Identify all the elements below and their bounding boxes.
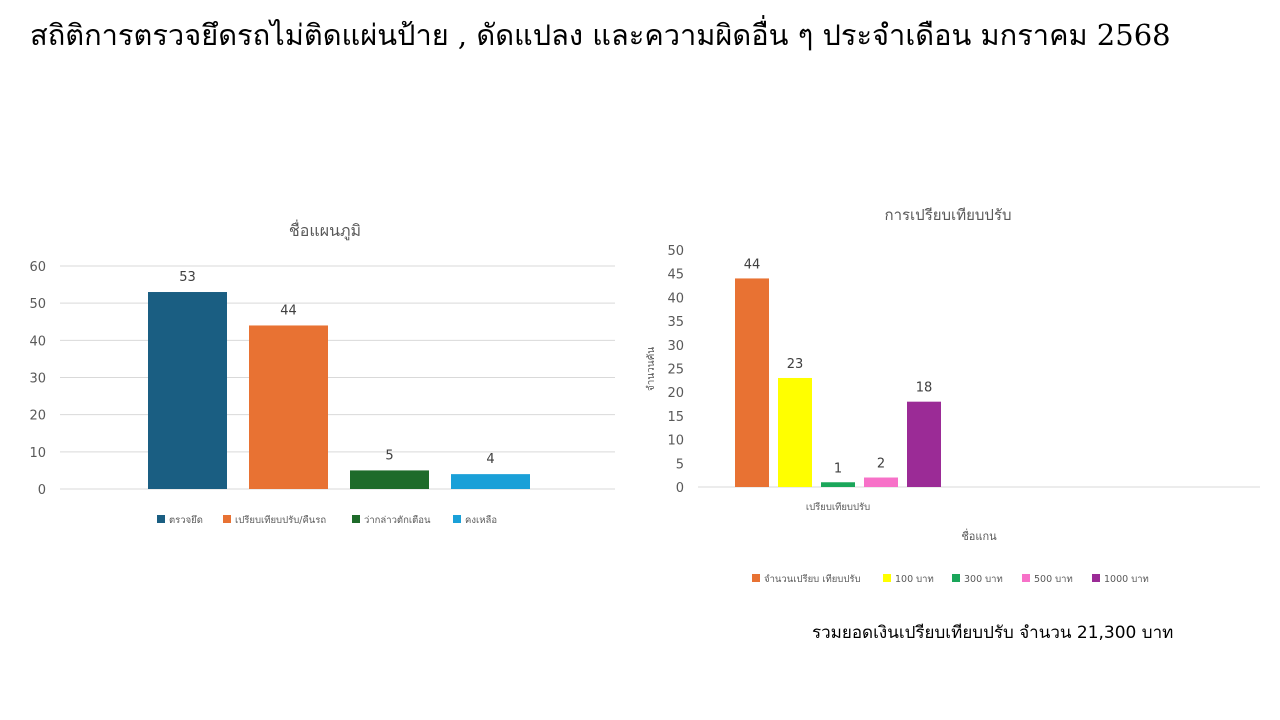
y-tick-label: 40 [29, 334, 46, 349]
y-tick-label: 0 [38, 483, 46, 498]
y-tick-label: 10 [29, 446, 46, 461]
y-tick-label: 20 [667, 386, 684, 401]
legend-label: ว่ากล่าวตักเตือน [364, 515, 431, 526]
bar-2 [249, 325, 328, 489]
bar-2 [778, 377, 812, 487]
data-label: 1 [834, 461, 842, 476]
legend-label: 500 บาท [1034, 574, 1073, 585]
legend-label: 300 บาท [964, 574, 1003, 585]
y-tick-label: 40 [667, 291, 684, 306]
legend-swatch [883, 574, 891, 582]
data-label: 44 [280, 303, 297, 318]
total-fine-note: รวมยอดเงินเปรียบเทียบปรับ จำนวน 21,300 บ… [812, 623, 1174, 643]
legend-swatch [1022, 574, 1030, 582]
y-axis-title: จำนวนคัน [646, 347, 657, 391]
bar-5 [907, 401, 941, 487]
legend-swatch [952, 574, 960, 582]
legend-swatch [1092, 574, 1100, 582]
bar-1 [148, 292, 227, 489]
y-tick-label: 35 [667, 315, 684, 330]
bar-3 [821, 482, 855, 487]
legend-label: เปรียบเทียบปรับ/คืนรถ [235, 514, 326, 526]
legend-label: 1000 บาท [1104, 574, 1149, 585]
data-label: 4 [486, 452, 494, 467]
data-label: 23 [787, 357, 804, 372]
bar-4 [864, 477, 898, 487]
legend-label: คงเหลือ [465, 515, 497, 526]
data-label: 44 [744, 257, 761, 272]
chart-title: ชื่อแผนภูมิ [289, 219, 361, 241]
y-tick-label: 25 [667, 363, 684, 378]
page-title: สถิติการตรวจยึดรถไม่ติดแผ่นป้าย , ดัดแปล… [30, 18, 1171, 52]
bar-1 [735, 278, 769, 487]
y-tick-label: 50 [29, 297, 46, 312]
y-tick-label: 45 [667, 268, 684, 283]
legend-label: จำนวนเปรียบ เทียบปรับ [764, 573, 861, 585]
legend-swatch [157, 515, 165, 523]
data-label: 18 [916, 381, 933, 396]
data-label: 53 [179, 270, 196, 285]
y-tick-label: 5 [676, 457, 684, 472]
legend-swatch [752, 574, 760, 582]
x-category-label: เปรียบเทียบปรับ [806, 501, 870, 513]
x-axis-title: ชื่อแกน [961, 528, 997, 543]
y-tick-label: 10 [667, 434, 684, 449]
bar-3 [350, 470, 429, 489]
legend-swatch [223, 515, 231, 523]
y-tick-label: 30 [667, 339, 684, 354]
legend-label: ตรวจยึด [169, 515, 203, 526]
bar-4 [451, 474, 530, 489]
data-label: 5 [385, 448, 393, 463]
chart-title: การเปรียบเทียบปรับ [884, 206, 1011, 224]
y-tick-label: 30 [29, 372, 46, 387]
y-tick-label: 15 [667, 410, 684, 425]
y-tick-label: 0 [676, 481, 684, 496]
legend-swatch [453, 515, 461, 523]
legend-swatch [352, 515, 360, 523]
legend-label: 100 บาท [895, 574, 934, 585]
data-label: 2 [877, 457, 885, 472]
y-tick-label: 60 [29, 260, 46, 275]
y-tick-label: 50 [667, 244, 684, 259]
y-tick-label: 20 [29, 409, 46, 424]
